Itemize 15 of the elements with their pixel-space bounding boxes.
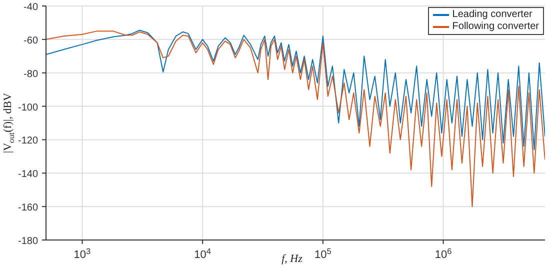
y-tick-label: -100 [18, 102, 38, 114]
x-tick-label: 10$^{4}$ [194, 247, 212, 261]
y-tick-label: -160 [18, 202, 38, 214]
y-tick-label: -120 [18, 136, 38, 147]
y-tick-label: -80 [24, 68, 38, 80]
x-axis-title: f, Hz [282, 253, 304, 265]
y-tick-label: -40 [24, 2, 38, 13]
x-tick-label: 10$^{5}$ [314, 247, 332, 261]
x-tick-label: 10$^{3}$ [74, 247, 92, 261]
x-tick-label: 10$^{6}$ [434, 247, 452, 261]
y-tick-label: -140 [18, 169, 38, 180]
y-tick-label: -60 [24, 35, 38, 46]
legend-label: Leading converter [452, 9, 532, 21]
y-tick-label: -180 [18, 236, 38, 247]
legend-label: Following converter [452, 21, 539, 33]
